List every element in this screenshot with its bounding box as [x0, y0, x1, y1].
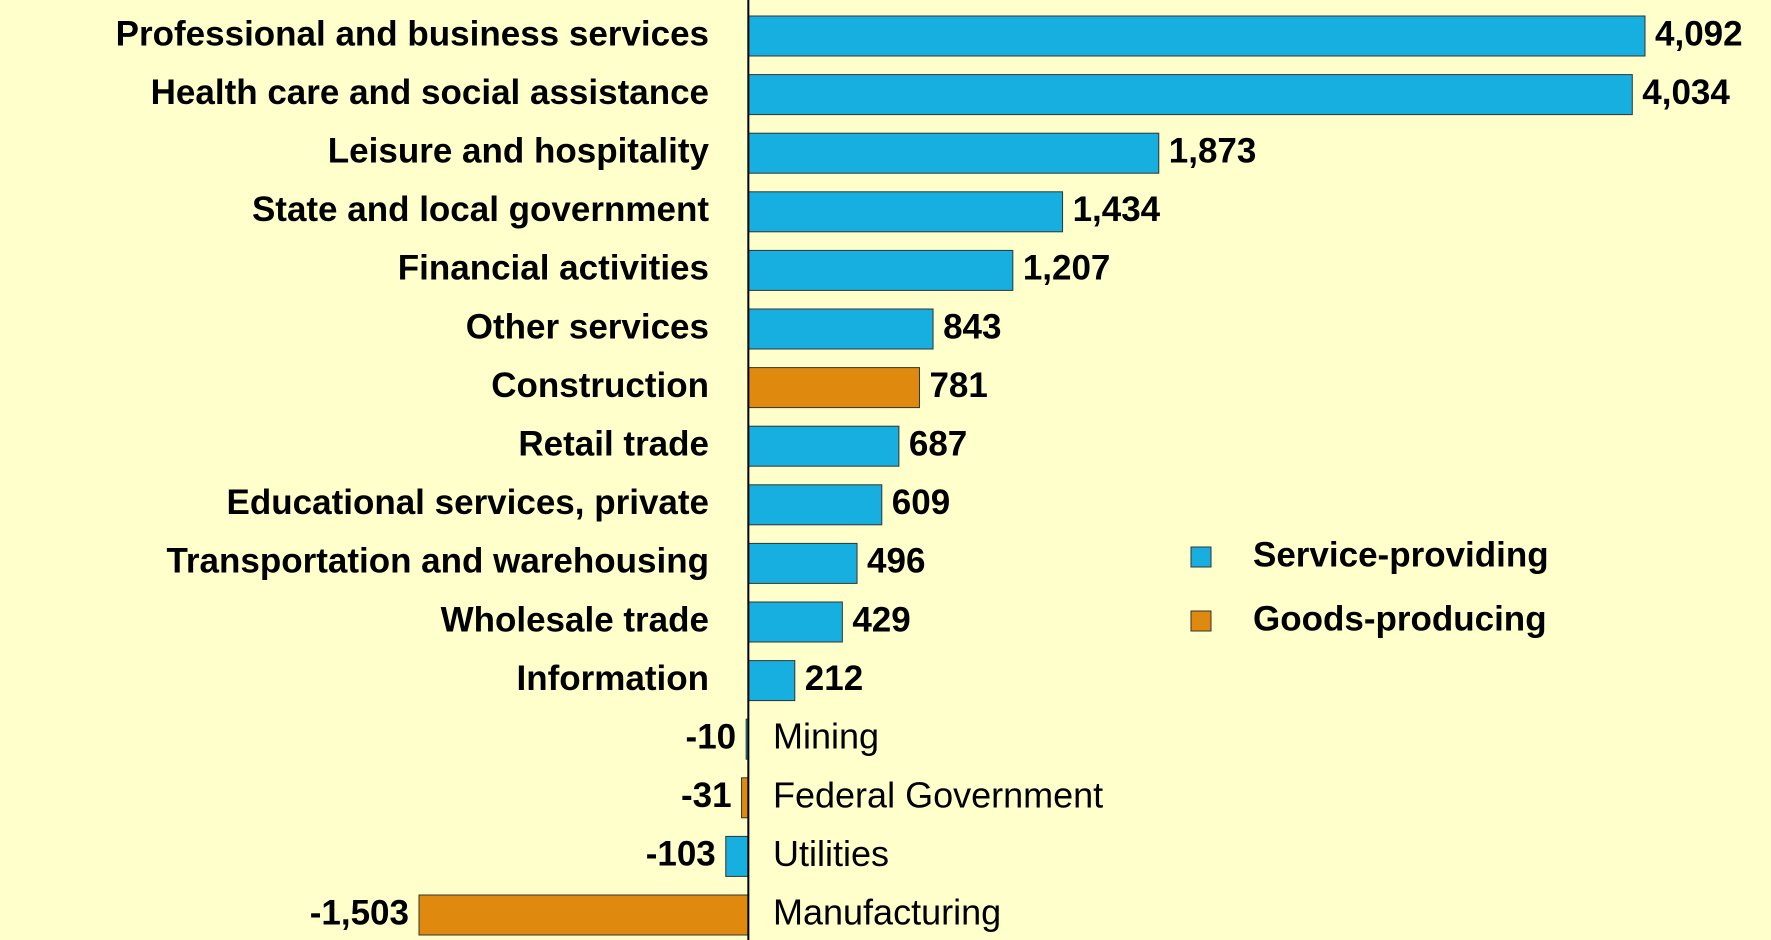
value-label: 687	[909, 424, 967, 463]
value-label: 4,034	[1642, 73, 1730, 112]
category-label: Educational services, private	[227, 483, 709, 522]
value-label: 212	[805, 659, 863, 698]
bar	[747, 660, 796, 702]
category-label: Health care and social assistance	[151, 73, 709, 112]
legend-swatch	[1190, 546, 1212, 568]
category-label: Leisure and hospitality	[328, 131, 710, 170]
category-label: Financial activities	[398, 249, 709, 288]
value-label: -103	[646, 835, 716, 874]
bar	[725, 835, 749, 877]
legend-swatch	[1190, 610, 1212, 632]
bar	[747, 601, 843, 643]
category-label: Retail trade	[518, 424, 709, 463]
bar	[747, 249, 1014, 291]
bar	[747, 367, 920, 409]
value-label: 843	[943, 307, 1001, 346]
legend-label: Service-providing	[1253, 535, 1549, 574]
category-label: Other services	[466, 307, 709, 346]
category-label: Mining	[773, 716, 879, 757]
value-label: 609	[892, 483, 950, 522]
bar	[747, 74, 1633, 116]
category-label: Manufacturing	[773, 892, 1001, 933]
bar	[418, 894, 749, 936]
value-label: -1,503	[310, 893, 409, 932]
category-label: Professional and business services	[116, 14, 709, 53]
legend-label: Goods-producing	[1253, 599, 1547, 638]
value-label: -31	[681, 776, 732, 815]
bar	[747, 308, 934, 350]
bar	[747, 15, 1646, 57]
value-label: 429	[852, 600, 910, 639]
value-label: 1,434	[1073, 190, 1161, 229]
value-label: 1,873	[1169, 131, 1257, 170]
category-label: Utilities	[773, 833, 889, 874]
bar	[747, 425, 900, 467]
category-label: Federal Government	[773, 774, 1103, 815]
bar	[747, 191, 1064, 233]
value-label: 496	[867, 542, 925, 581]
value-label: 1,207	[1023, 249, 1111, 288]
category-label: Wholesale trade	[441, 600, 709, 639]
bar	[747, 132, 1160, 174]
bar	[747, 484, 883, 526]
value-label: 781	[929, 366, 987, 405]
category-label: Construction	[491, 366, 709, 405]
bar	[741, 777, 749, 819]
category-label: State and local government	[252, 190, 709, 229]
bar	[747, 542, 858, 584]
category-label: Transportation and warehousing	[166, 542, 709, 581]
value-label: 4,092	[1655, 14, 1743, 53]
category-label: Information	[517, 659, 709, 698]
value-label: -10	[686, 717, 737, 756]
